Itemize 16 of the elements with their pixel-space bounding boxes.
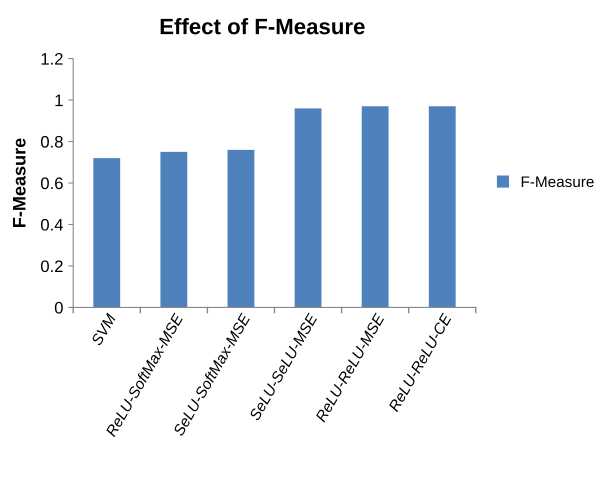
y-tick-label: 1.2 bbox=[42, 52, 63, 65]
bar bbox=[362, 106, 389, 308]
y-tick-label: 0.2 bbox=[40, 260, 63, 272]
bar bbox=[294, 108, 322, 308]
bar bbox=[93, 158, 120, 308]
bar bbox=[228, 150, 254, 308]
y-tick-label: 1 bbox=[55, 94, 63, 106]
chart-title: Effect of F-Measure bbox=[160, 18, 365, 34]
bar bbox=[428, 106, 456, 308]
bar bbox=[160, 152, 188, 308]
y-axis-title: F-Measure bbox=[13, 138, 26, 227]
legend-label: F-Measure bbox=[522, 176, 594, 188]
y-tick-label: 0.8 bbox=[40, 136, 63, 148]
y-tick-label: 0.6 bbox=[40, 177, 63, 190]
y-tick-label: 0.4 bbox=[40, 218, 63, 231]
y-tick-label: 0 bbox=[54, 302, 63, 314]
